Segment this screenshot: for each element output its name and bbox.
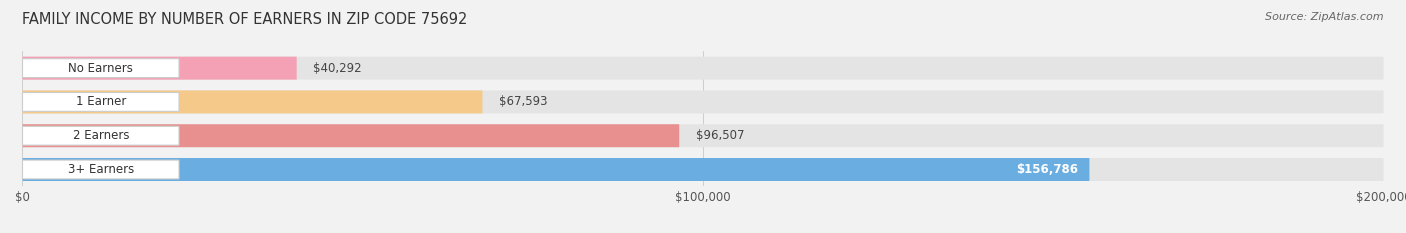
FancyBboxPatch shape xyxy=(22,126,179,145)
Text: $67,593: $67,593 xyxy=(499,96,547,108)
FancyBboxPatch shape xyxy=(22,90,482,113)
FancyBboxPatch shape xyxy=(22,124,1384,147)
Text: FAMILY INCOME BY NUMBER OF EARNERS IN ZIP CODE 75692: FAMILY INCOME BY NUMBER OF EARNERS IN ZI… xyxy=(22,12,468,27)
FancyBboxPatch shape xyxy=(22,57,297,80)
Text: 3+ Earners: 3+ Earners xyxy=(67,163,134,176)
FancyBboxPatch shape xyxy=(22,93,179,111)
Text: $40,292: $40,292 xyxy=(314,62,361,75)
Text: $156,786: $156,786 xyxy=(1017,163,1078,176)
FancyBboxPatch shape xyxy=(22,158,1384,181)
FancyBboxPatch shape xyxy=(22,158,1090,181)
Text: 1 Earner: 1 Earner xyxy=(76,96,127,108)
FancyBboxPatch shape xyxy=(22,59,179,78)
FancyBboxPatch shape xyxy=(22,57,1384,80)
FancyBboxPatch shape xyxy=(22,160,179,179)
FancyBboxPatch shape xyxy=(22,124,679,147)
Text: No Earners: No Earners xyxy=(69,62,134,75)
FancyBboxPatch shape xyxy=(22,90,1384,113)
Text: $96,507: $96,507 xyxy=(696,129,744,142)
Text: Source: ZipAtlas.com: Source: ZipAtlas.com xyxy=(1265,12,1384,22)
Text: 2 Earners: 2 Earners xyxy=(73,129,129,142)
